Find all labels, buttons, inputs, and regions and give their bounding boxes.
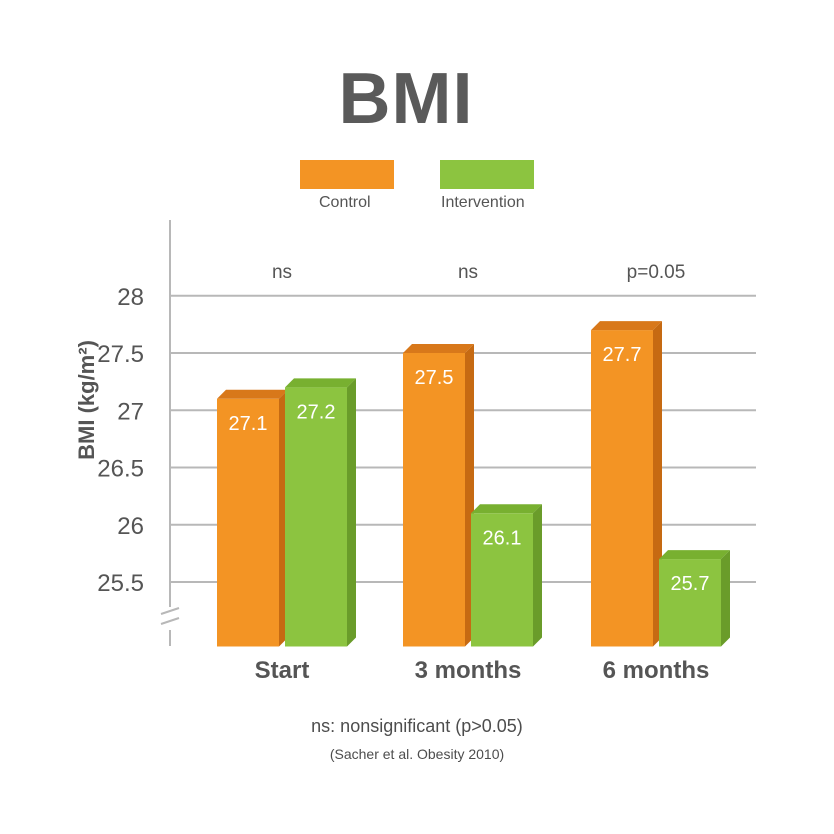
footnote-definition: ns: nonsignificant (p>0.05): [311, 716, 523, 736]
bar-control-2: [591, 330, 653, 647]
y-tick-label: 27.5: [97, 341, 144, 368]
significance-label: p=0.05: [627, 262, 686, 283]
bar-control-0: [217, 398, 279, 647]
x-tick-label: 6 months: [603, 657, 710, 684]
legend-label-control: Control: [319, 194, 371, 211]
y-tick-label: 26.5: [97, 456, 144, 483]
bar-side-face: [347, 378, 356, 647]
bar-intervention-1: [471, 513, 533, 647]
bar-top-face: [471, 504, 542, 514]
legend-swatch-control: [300, 160, 394, 189]
bar-control-1: [403, 353, 465, 647]
footnote-source: (Sacher et al. Obesity 2010): [329, 746, 505, 762]
axis-break-mark: [160, 617, 180, 625]
data-label: 25.7: [671, 573, 710, 595]
y-tick-label: 26: [117, 513, 144, 540]
bar-intervention-0: [285, 387, 347, 647]
significance-label: ns: [458, 262, 478, 283]
chart-title: BMI: [338, 59, 474, 139]
bar-intervention-2: [659, 559, 721, 647]
significance-label: ns: [272, 262, 292, 283]
legend-swatch-intervention: [440, 160, 534, 189]
data-label: 27.1: [229, 413, 268, 435]
data-label: 27.2: [297, 401, 336, 423]
y-tick-label: 27: [117, 398, 144, 425]
data-label: 27.7: [603, 344, 642, 366]
bar-side-face: [533, 504, 542, 647]
y-tick-label: 28: [117, 284, 144, 311]
bar-side-face: [721, 550, 730, 647]
axis-break-mark: [160, 607, 180, 615]
y-tick-label: 25.5: [97, 570, 144, 597]
y-axis-label: BMI (kg/m²): [74, 340, 99, 460]
data-label: 26.1: [483, 527, 522, 549]
bar-top-face: [285, 378, 356, 388]
x-tick-label: Start: [255, 657, 310, 684]
bar-top-face: [217, 389, 288, 399]
x-tick-label: 3 months: [415, 657, 522, 684]
data-label: 27.5: [415, 367, 454, 389]
bar-top-face: [403, 344, 474, 353]
legend-label-intervention: Intervention: [441, 194, 525, 211]
bar-top-face: [591, 321, 662, 331]
bar-top-face: [659, 550, 730, 560]
